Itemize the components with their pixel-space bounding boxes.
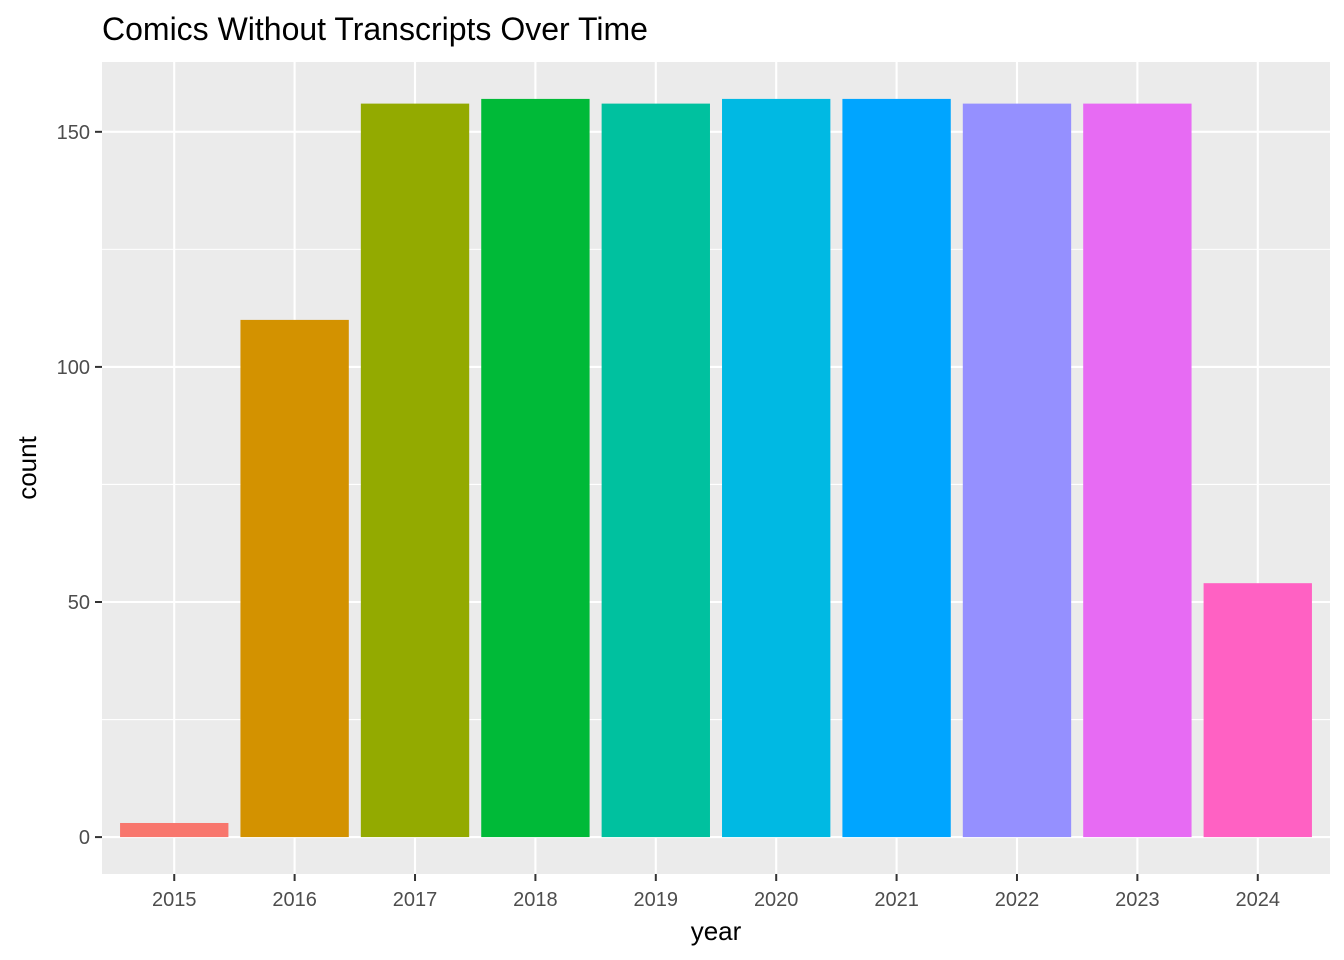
x-tick-label: 2022 (995, 889, 1040, 911)
x-tick-label: 2024 (1236, 889, 1281, 911)
bar-2023 (1083, 103, 1192, 838)
bars (120, 98, 1312, 838)
bar-2018 (481, 98, 590, 838)
bar-2024 (1203, 583, 1312, 838)
y-tick-label: 0 (79, 827, 90, 849)
bar-2022 (962, 103, 1072, 838)
x-tick-label: 2015 (152, 889, 197, 911)
x-tick-label: 2017 (393, 889, 438, 911)
x-tick-label: 2021 (874, 889, 919, 911)
bar-2019 (601, 103, 710, 838)
x-tick-label: 2018 (513, 889, 558, 911)
bar-2020 (722, 98, 831, 838)
x-axis-title: year (691, 916, 742, 946)
bar-2017 (360, 103, 470, 838)
bar-2021 (842, 98, 951, 838)
x-tick-label: 2023 (1115, 889, 1160, 911)
x-tick-label: 2019 (634, 889, 679, 911)
x-tick-label: 2020 (754, 889, 799, 911)
x-tick-label: 2016 (272, 889, 317, 911)
bar-2016 (240, 319, 349, 838)
y-tick-label: 100 (57, 357, 90, 379)
y-tick-label: 150 (57, 122, 90, 144)
y-tick-label: 50 (68, 592, 90, 614)
bar-2015 (120, 822, 229, 838)
y-axis-title: count (12, 435, 42, 499)
axes: 0 50 100 150 2015 2016 2017 2018 2019 2020 2021 202… (57, 122, 1280, 911)
chart-title: Comics Without Transcripts Over Time (102, 11, 648, 47)
